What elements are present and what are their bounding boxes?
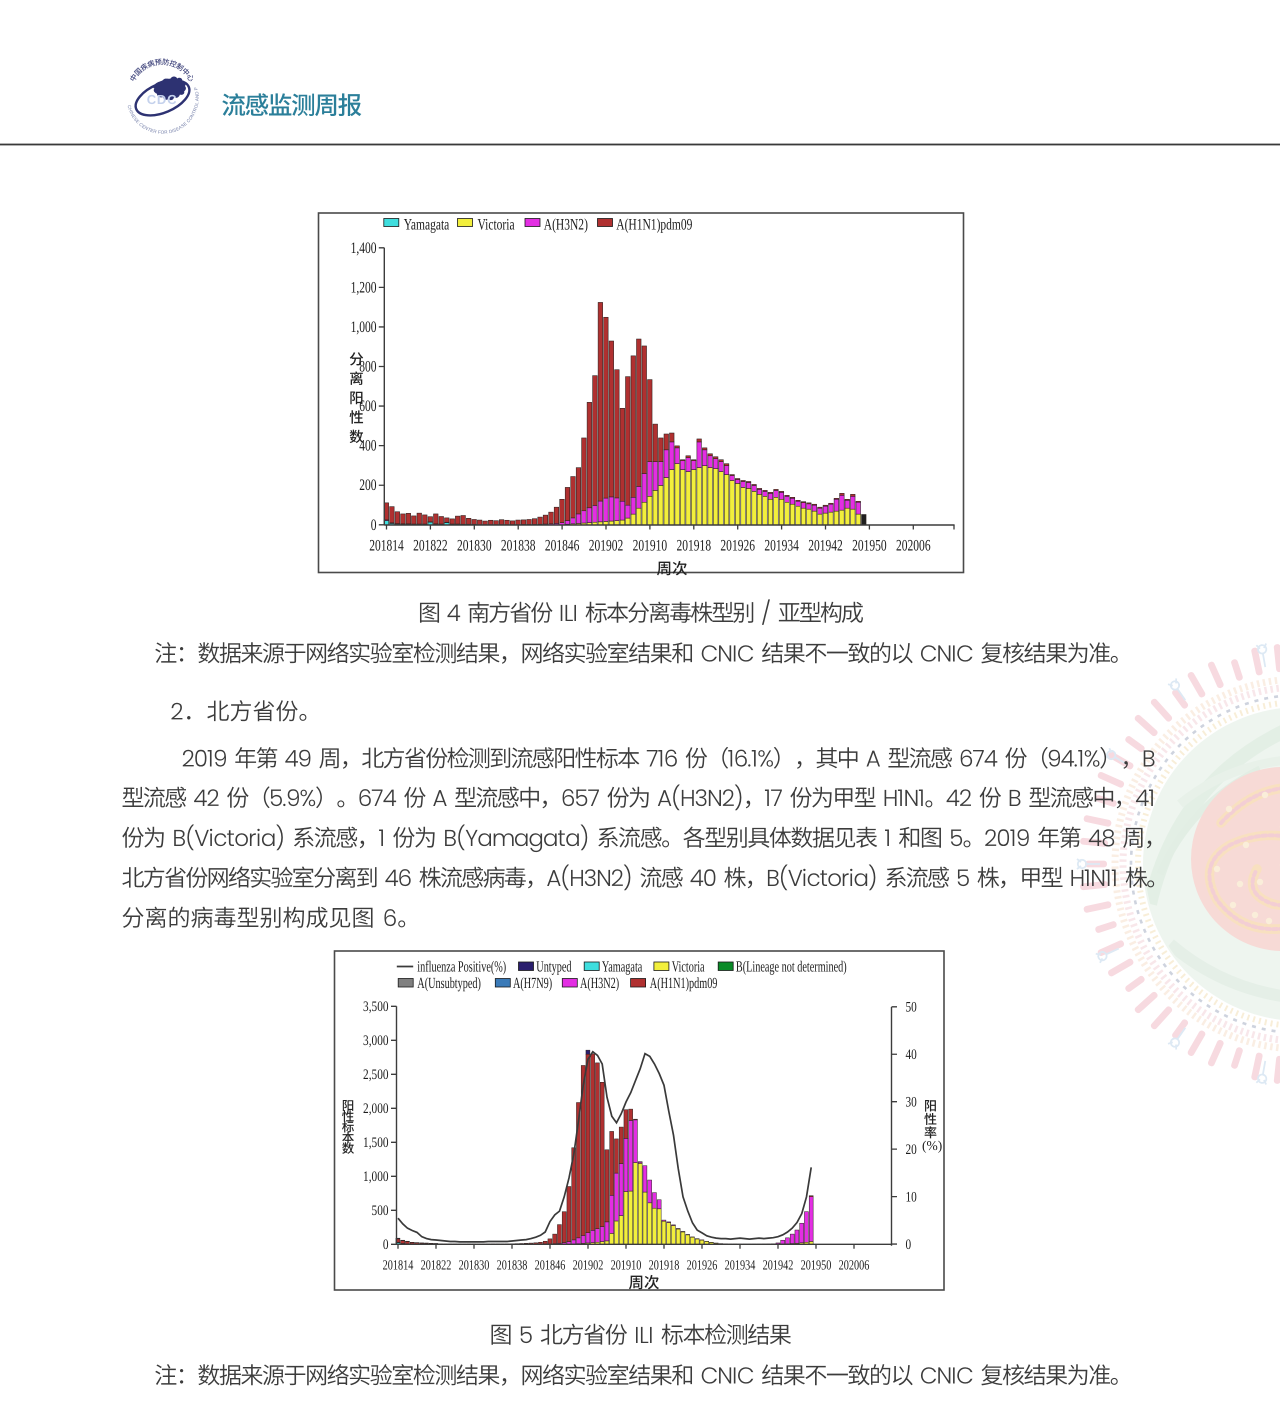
svg-text:1,000: 1,000 bbox=[351, 319, 377, 336]
svg-text:0: 0 bbox=[383, 1237, 389, 1253]
svg-text:1,000: 1,000 bbox=[363, 1169, 388, 1185]
svg-text:201942: 201942 bbox=[808, 538, 843, 555]
svg-text:20: 20 bbox=[906, 1142, 917, 1158]
svg-text:Yamagata: Yamagata bbox=[602, 959, 643, 976]
svg-text:201830: 201830 bbox=[457, 538, 492, 555]
svg-text:201910: 201910 bbox=[633, 538, 668, 555]
svg-text:201846: 201846 bbox=[535, 1259, 566, 1274]
svg-text:2,000: 2,000 bbox=[363, 1101, 388, 1117]
svg-text:Victoria: Victoria bbox=[672, 959, 705, 976]
svg-text:201910: 201910 bbox=[611, 1259, 642, 1274]
svg-text:1,200: 1,200 bbox=[351, 279, 377, 296]
svg-text:A(H1N1)pdm09: A(H1N1)pdm09 bbox=[650, 975, 718, 992]
svg-text:200: 200 bbox=[359, 477, 376, 494]
svg-text:201814: 201814 bbox=[369, 538, 404, 555]
svg-text:1,500: 1,500 bbox=[363, 1135, 388, 1151]
svg-text:201822: 201822 bbox=[421, 1259, 452, 1274]
svg-text:1,400: 1,400 bbox=[351, 240, 377, 257]
svg-text:201934: 201934 bbox=[764, 538, 799, 555]
svg-text:3,000: 3,000 bbox=[363, 1033, 388, 1049]
svg-text:10: 10 bbox=[906, 1189, 917, 1205]
svg-text:3,500: 3,500 bbox=[363, 999, 388, 1015]
svg-text:A(H3N2): A(H3N2) bbox=[544, 217, 588, 234]
svg-text:500: 500 bbox=[372, 1203, 389, 1219]
svg-text:A(H1N1)pdm09: A(H1N1)pdm09 bbox=[616, 217, 692, 234]
svg-text:influenza Positive(%): influenza Positive(%) bbox=[417, 959, 506, 976]
svg-text:201918: 201918 bbox=[649, 1259, 680, 1274]
svg-text:A(H3N2): A(H3N2) bbox=[580, 975, 619, 992]
svg-text:Untyped: Untyped bbox=[536, 959, 571, 976]
svg-text:201814: 201814 bbox=[383, 1259, 414, 1274]
svg-text:50: 50 bbox=[906, 1000, 917, 1016]
svg-text:201934: 201934 bbox=[725, 1259, 756, 1274]
svg-text:201902: 201902 bbox=[573, 1259, 604, 1274]
svg-text:800: 800 bbox=[359, 359, 376, 376]
svg-text:201830: 201830 bbox=[459, 1259, 490, 1274]
svg-text:202006: 202006 bbox=[839, 1259, 870, 1274]
svg-text:201846: 201846 bbox=[545, 538, 580, 555]
svg-text:202006: 202006 bbox=[896, 538, 931, 555]
svg-text:201926: 201926 bbox=[687, 1259, 718, 1274]
svg-text:201918: 201918 bbox=[677, 538, 712, 555]
svg-text:201942: 201942 bbox=[763, 1259, 794, 1274]
svg-text:0: 0 bbox=[906, 1237, 912, 1253]
svg-text:201950: 201950 bbox=[801, 1259, 832, 1274]
svg-text:Yamagata: Yamagata bbox=[404, 217, 450, 234]
svg-text:0: 0 bbox=[371, 517, 377, 534]
svg-text:Victoria: Victoria bbox=[478, 217, 515, 234]
svg-text:201950: 201950 bbox=[852, 538, 887, 555]
svg-text:A(Unsubtyped): A(Unsubtyped) bbox=[417, 975, 481, 992]
svg-text:600: 600 bbox=[359, 398, 376, 415]
svg-text:201838: 201838 bbox=[497, 1259, 528, 1274]
svg-text:201838: 201838 bbox=[501, 538, 536, 555]
svg-text:(%): (%) bbox=[922, 1138, 942, 1153]
svg-text:B(Lineage not determined): B(Lineage not determined) bbox=[736, 959, 847, 976]
svg-text:30: 30 bbox=[906, 1094, 917, 1110]
svg-text:400: 400 bbox=[359, 438, 376, 455]
svg-text:201902: 201902 bbox=[589, 538, 624, 555]
svg-text:40: 40 bbox=[906, 1047, 917, 1063]
svg-text:201926: 201926 bbox=[720, 538, 755, 555]
svg-text:2,500: 2,500 bbox=[363, 1067, 388, 1083]
svg-text:A(H7N9): A(H7N9) bbox=[513, 975, 552, 992]
svg-text:CDC: CDC bbox=[147, 92, 178, 107]
svg-text:201822: 201822 bbox=[413, 538, 448, 555]
